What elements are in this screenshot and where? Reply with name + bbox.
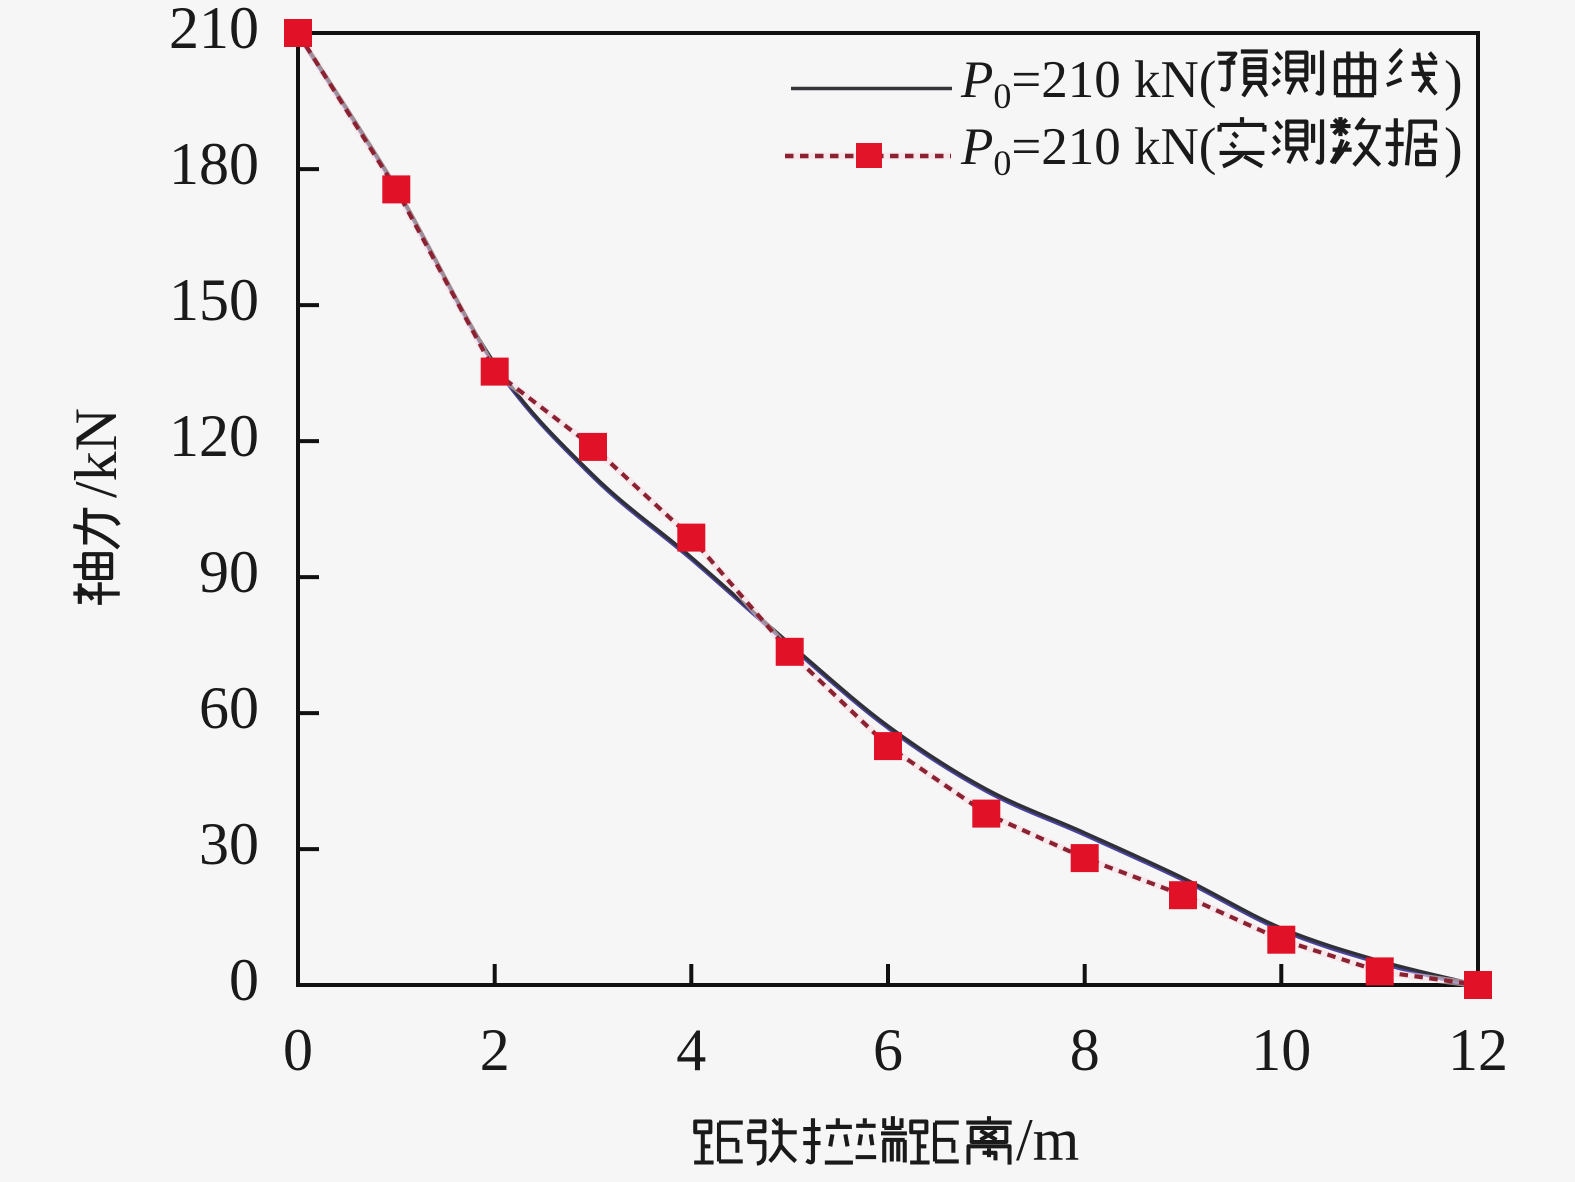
svg-text:): )	[1444, 50, 1463, 112]
svg-text:P0=210 kN(: P0=210 kN(	[960, 51, 1216, 116]
svg-text:0: 0	[283, 1017, 313, 1083]
svg-text:/m: /m	[1016, 1107, 1079, 1173]
svg-text:6: 6	[873, 1017, 903, 1083]
svg-text:30: 30	[199, 811, 259, 877]
svg-text:0: 0	[229, 947, 259, 1013]
svg-text:10: 10	[1251, 1017, 1311, 1083]
svg-text:2: 2	[480, 1017, 510, 1083]
svg-text:): )	[1444, 117, 1463, 179]
svg-text:90: 90	[199, 539, 259, 605]
svg-text:P0=210 kN(: P0=210 kN(	[960, 118, 1216, 183]
svg-text:60: 60	[199, 675, 259, 741]
svg-text:4: 4	[676, 1017, 706, 1083]
svg-text:150: 150	[169, 267, 259, 333]
svg-text:/kN: /kN	[63, 408, 129, 498]
svg-text:120: 120	[169, 403, 259, 469]
svg-text:210: 210	[169, 0, 259, 61]
svg-text:180: 180	[169, 131, 259, 197]
svg-text:8: 8	[1070, 1017, 1100, 1083]
svg-text:12: 12	[1448, 1017, 1508, 1083]
